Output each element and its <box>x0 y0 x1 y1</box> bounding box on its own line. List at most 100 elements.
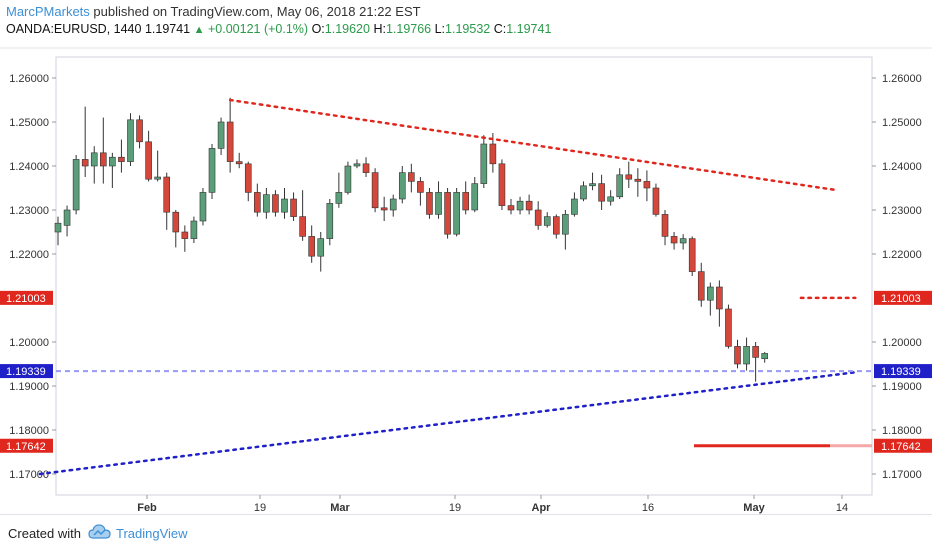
candle-body <box>190 220 198 239</box>
candle-body <box>281 198 288 213</box>
candle-body <box>362 163 370 173</box>
y-tick-label-left: 1.23000 <box>9 205 49 217</box>
high-label: H: <box>373 22 386 36</box>
candle-body <box>489 143 497 165</box>
y-tick-label-right: 1.26000 <box>882 73 922 85</box>
tradingview-brand[interactable]: TradingView <box>116 526 188 541</box>
footer: Created with TradingView <box>0 514 932 551</box>
high-value: 1.19766 <box>385 22 432 36</box>
y-tick-label-left: 1.18000 <box>9 425 49 437</box>
price-label-box-left <box>0 438 53 453</box>
publish-line: MarcPMarkets published on TradingView.co… <box>6 4 421 19</box>
candle-body <box>335 192 343 204</box>
candle-body <box>435 192 442 215</box>
candle-body <box>317 238 325 257</box>
candle-body <box>453 192 460 235</box>
candle-body <box>326 203 334 239</box>
candle-body <box>716 286 723 310</box>
candle-body <box>163 176 171 213</box>
candle-body <box>688 238 696 272</box>
chart-header: MarcPMarkets published on TradingView.co… <box>0 0 932 48</box>
author-link[interactable]: MarcPMarkets <box>6 4 90 19</box>
candle-body <box>181 231 189 239</box>
price-label-box-right <box>874 290 932 305</box>
candle-body <box>552 216 560 235</box>
candle-body <box>480 143 488 184</box>
candle-body <box>652 187 660 215</box>
y-tick-label-right: 1.20000 <box>882 337 922 349</box>
price-label-box-right <box>874 364 932 379</box>
candle-body <box>516 200 524 211</box>
candle-body <box>290 198 297 217</box>
candle-body <box>344 165 352 193</box>
open-label: O: <box>311 22 325 36</box>
candle-body <box>598 183 605 202</box>
price-label-right: 1.17642 <box>881 441 921 453</box>
candle-body <box>562 214 569 235</box>
candle-body <box>235 161 243 165</box>
candle-body <box>625 174 633 180</box>
candle-body <box>353 163 361 167</box>
candle-body <box>389 198 397 211</box>
support-trendline <box>38 370 860 476</box>
candle-body <box>607 196 614 202</box>
close-value: 1.19741 <box>506 22 552 36</box>
candle-body <box>244 163 252 193</box>
candle-body <box>417 181 424 193</box>
y-tick-label-left: 1.19000 <box>9 381 49 393</box>
candle-body <box>725 308 732 347</box>
candle-body <box>118 156 125 162</box>
candle-body <box>81 159 89 167</box>
candle-body <box>589 183 596 187</box>
candle-body <box>145 141 152 180</box>
y-tick-label-right: 1.23000 <box>882 205 922 217</box>
candle-body <box>63 209 71 226</box>
y-tick-label-left: 1.24000 <box>9 161 49 173</box>
y-tick-label-right: 1.25000 <box>882 117 922 129</box>
y-tick-label-right: 1.24000 <box>882 161 922 173</box>
candle-body <box>371 172 379 209</box>
candle-body <box>507 205 515 211</box>
plot-frame <box>55 56 873 496</box>
candle-body <box>208 148 216 193</box>
candle-body <box>226 121 234 162</box>
change-value: +0.00121 (+0.1%) <box>208 22 309 36</box>
y-tick-label-left: 1.20000 <box>9 337 49 349</box>
candle-body <box>127 119 134 162</box>
tradingview-cloud-icon <box>88 524 111 539</box>
price-label-left: 1.19339 <box>6 366 46 378</box>
x-tick-label: May <box>743 502 765 514</box>
candle-body <box>154 176 161 180</box>
x-tick-label: 19 <box>449 502 461 514</box>
candle-body <box>661 214 669 237</box>
candle-body <box>643 181 651 189</box>
candle-body <box>109 156 116 167</box>
candle-body <box>444 192 451 235</box>
y-tick-label-right: 1.18000 <box>882 425 922 437</box>
price-chart[interactable]: 1.26000 1.26000 1.25000 1.25000 1.24000 1.240… <box>0 0 932 514</box>
candle-body <box>54 222 62 233</box>
price-label-box-right <box>874 438 932 453</box>
x-tick-label: 14 <box>836 502 848 514</box>
candle-body <box>426 192 433 215</box>
candle-body <box>380 207 388 211</box>
candle-body <box>471 183 479 211</box>
x-tick-label: Apr <box>532 502 552 514</box>
y-tick-label-left: 1.25000 <box>9 117 49 129</box>
candle-body <box>90 152 98 167</box>
candle-body <box>100 152 107 167</box>
price-label-right: 1.19339 <box>881 366 921 378</box>
candle-body <box>498 163 506 206</box>
price-label-left: 1.17642 <box>6 441 46 453</box>
created-with-text: Created with <box>8 526 81 541</box>
y-tick-label-left: 1.17000 <box>9 469 49 481</box>
candle-body <box>199 192 207 222</box>
candle-body <box>543 216 551 226</box>
candle-body <box>670 236 678 244</box>
candle-body <box>272 194 279 213</box>
close-label: C: <box>493 22 507 36</box>
candle-body <box>679 238 687 244</box>
candle-body <box>752 346 759 358</box>
candle-body <box>263 194 270 213</box>
candle-body <box>462 192 470 211</box>
